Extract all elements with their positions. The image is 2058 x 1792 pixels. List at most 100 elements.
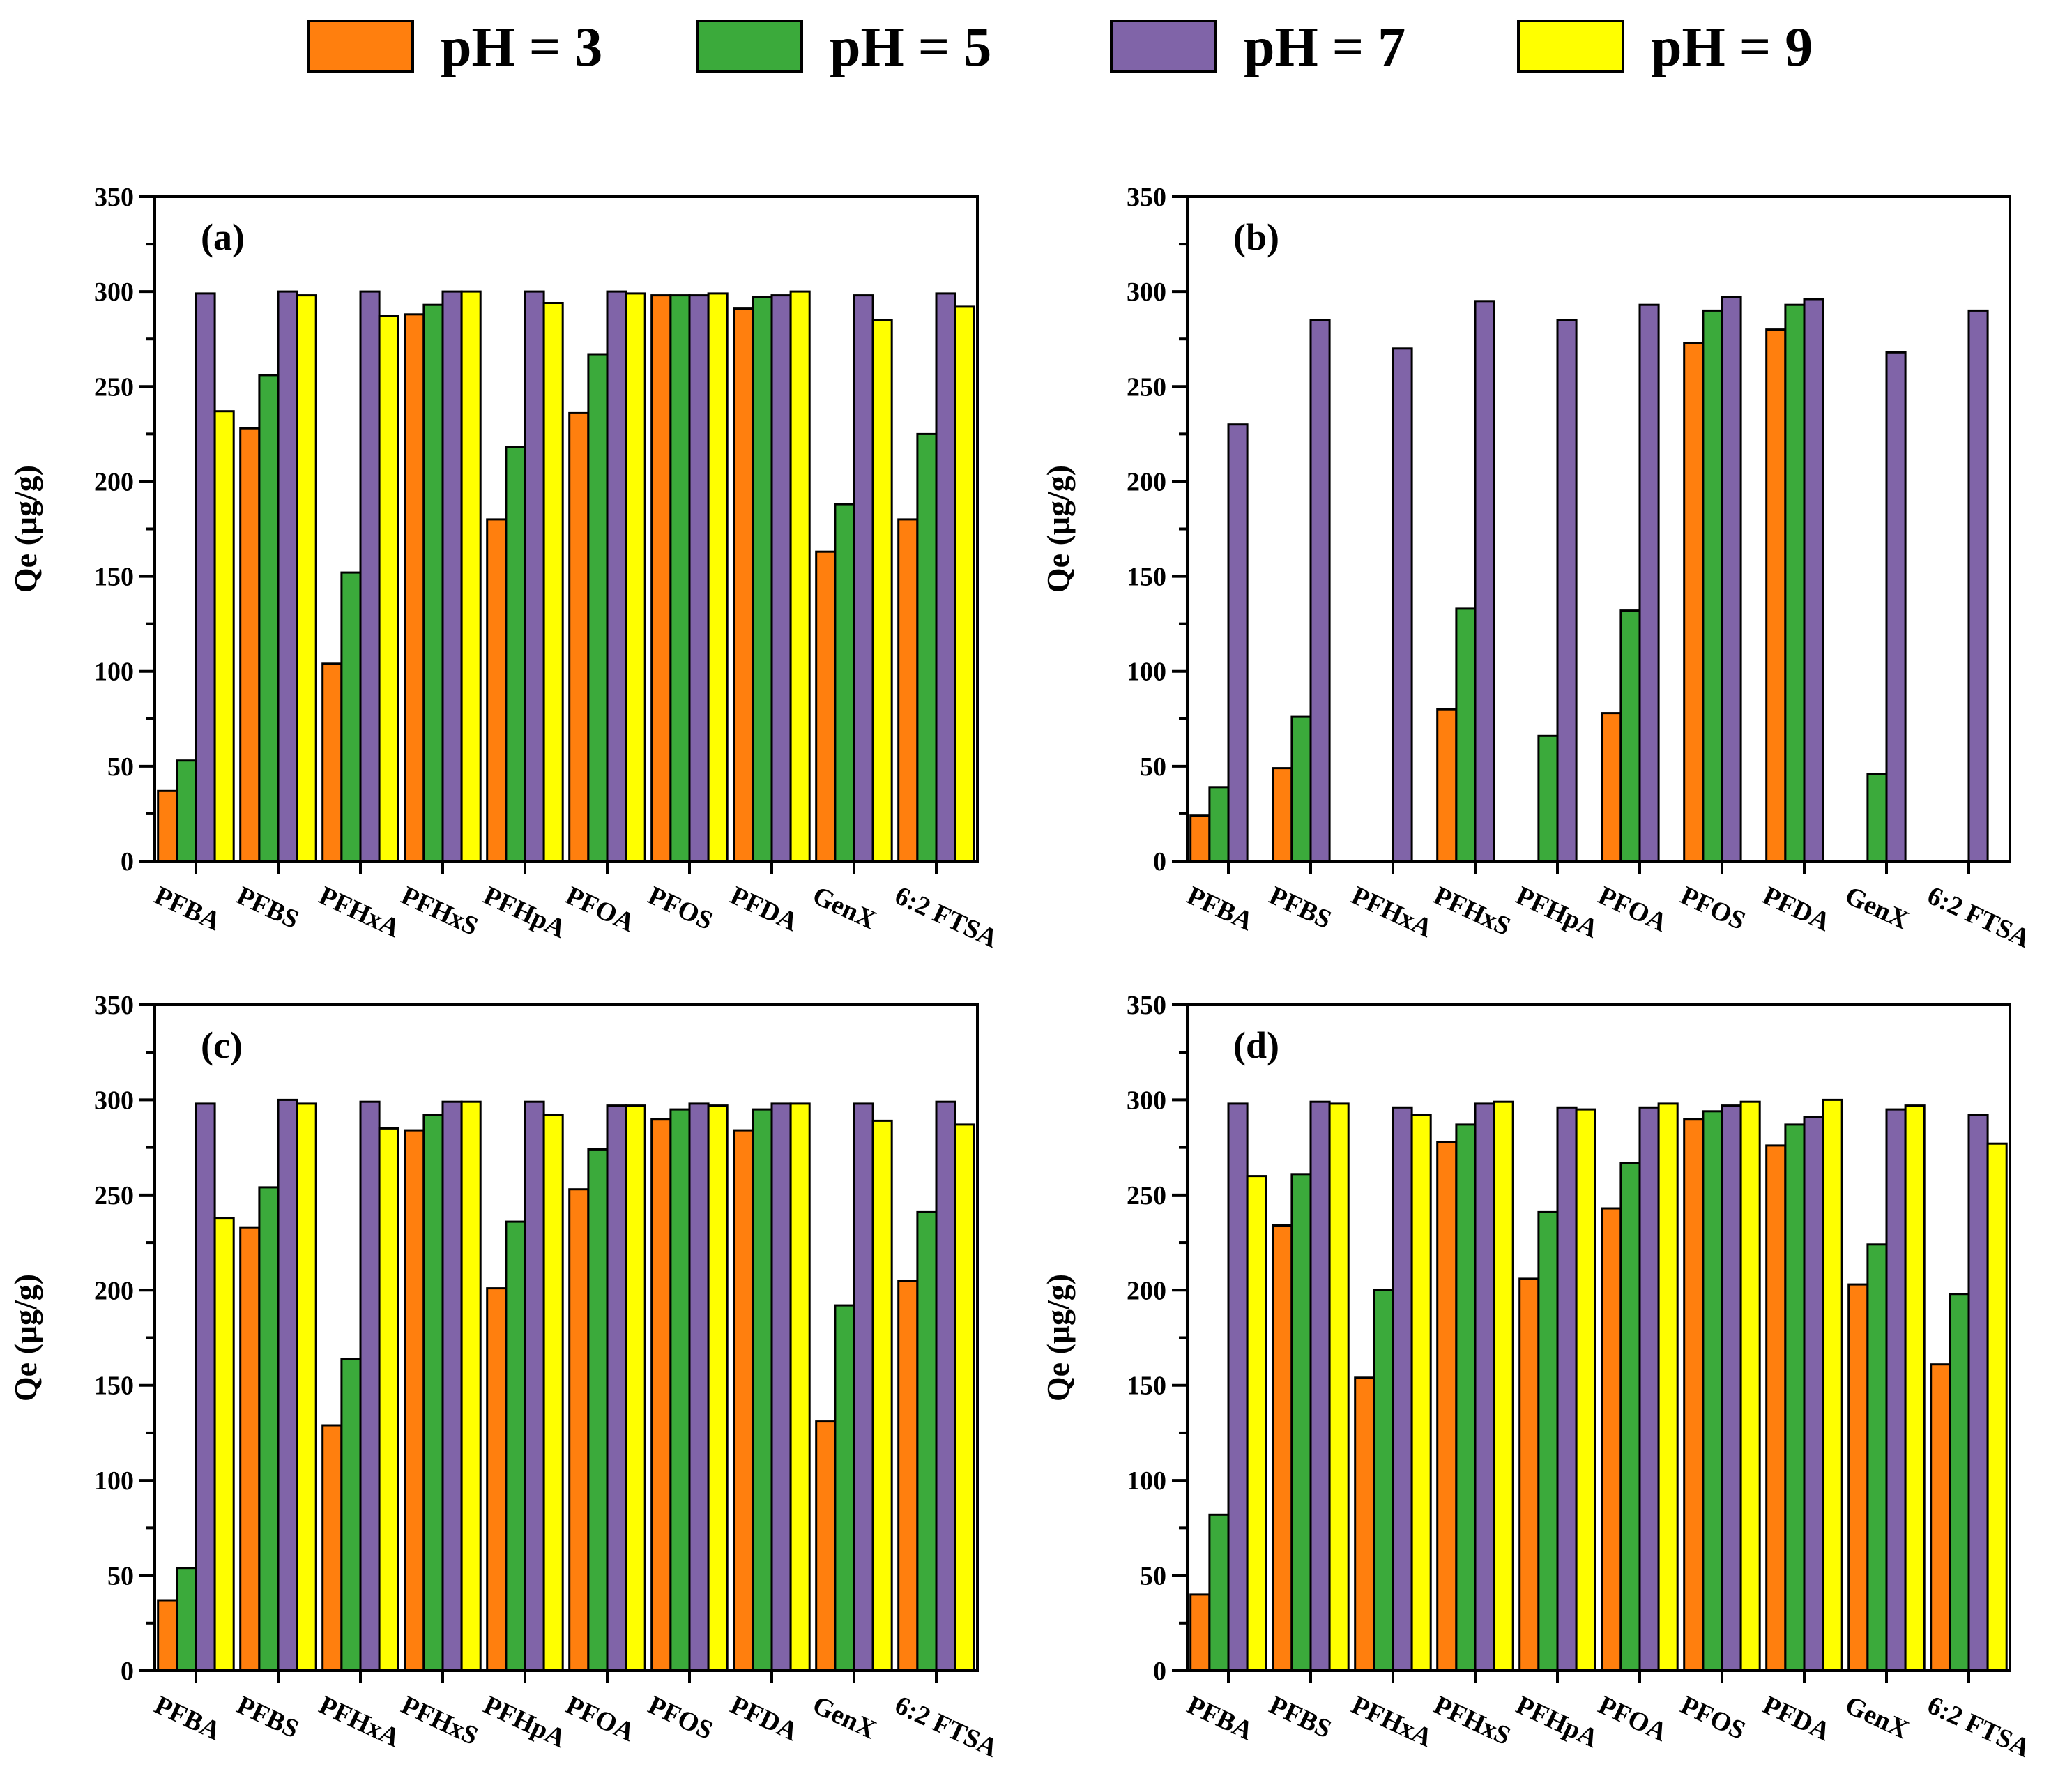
y-tick-label: 150 — [94, 563, 134, 592]
y-tick-label: 300 — [1127, 1086, 1166, 1115]
bar — [1683, 342, 1705, 863]
legend-swatch — [696, 20, 803, 73]
bar — [1537, 734, 1559, 863]
x-tick-label: GenX — [1840, 1690, 1913, 1745]
x-tick-label: 6:2 FTSA — [890, 881, 1003, 954]
bar — [1967, 1114, 1989, 1672]
y-tick-label: 50 — [107, 1562, 134, 1591]
bar — [176, 759, 197, 863]
bar — [587, 353, 609, 863]
x-tick-label: PFBS — [1265, 1690, 1336, 1744]
y-tick-label: 300 — [1127, 278, 1166, 307]
bar — [486, 1287, 508, 1672]
bar — [1601, 1207, 1622, 1672]
bar — [157, 1599, 178, 1672]
bar — [853, 1102, 874, 1672]
y-tick-label: 250 — [94, 1181, 134, 1210]
bar — [1638, 1106, 1660, 1672]
x-tick-label: PFHxA — [1347, 881, 1437, 943]
y-tick-label: 0 — [121, 1657, 134, 1686]
bar — [1436, 1141, 1458, 1672]
bar — [1822, 1098, 1843, 1672]
bar — [1518, 1277, 1540, 1672]
bar — [1784, 1123, 1806, 1672]
bar — [340, 571, 362, 863]
bar — [460, 290, 482, 863]
y-axis-label: Qe (μg/g) — [1040, 465, 1076, 593]
y-tick-label: 150 — [94, 1372, 134, 1401]
bar — [625, 292, 646, 863]
bar — [834, 1304, 855, 1672]
x-tick-label: PFOS — [643, 1690, 717, 1745]
bar — [340, 1358, 362, 1672]
bar — [1227, 1102, 1249, 1672]
bar — [853, 294, 874, 863]
bar — [815, 550, 837, 863]
x-tick-label: PFBA — [1182, 881, 1258, 936]
x-tick-label: PFOA — [561, 1690, 639, 1747]
legend-entry: pH = 7 — [1110, 17, 1405, 78]
x-tick-label: PFHxS — [397, 881, 482, 941]
bar — [542, 1114, 564, 1672]
bar — [176, 1567, 197, 1672]
x-tick-label: PFHxS — [397, 1690, 482, 1751]
bar — [213, 1217, 235, 1672]
bar — [1290, 715, 1312, 863]
bar — [954, 1123, 975, 1672]
bar — [1967, 309, 1989, 863]
bar — [1765, 328, 1787, 863]
bar — [1866, 1243, 1888, 1672]
bar — [1601, 712, 1622, 863]
bar — [568, 411, 590, 863]
x-tick-label: PFBS — [1265, 881, 1336, 934]
x-tick-label: PFHpA — [479, 881, 570, 944]
x-tick-label: PFHpA — [1511, 881, 1603, 944]
bar — [1328, 1102, 1350, 1672]
x-tick-label: PFDA — [726, 881, 802, 937]
y-axis-label: Qe (μg/g) — [8, 465, 43, 593]
bar — [441, 290, 463, 863]
panel-label: (a) — [201, 216, 245, 258]
x-tick-label: PFHxA — [314, 881, 404, 943]
legend-label: pH = 7 — [1244, 17, 1405, 78]
y-axis-label: Qe (μg/g) — [1040, 1274, 1076, 1402]
bar — [770, 294, 792, 863]
bar — [1949, 1293, 1970, 1672]
bar — [752, 296, 773, 863]
bar — [1683, 1118, 1705, 1672]
y-tick-label: 0 — [1153, 1657, 1166, 1686]
bar — [1638, 303, 1660, 863]
bar — [1619, 1162, 1641, 1672]
legend-swatch — [1110, 20, 1217, 73]
y-tick-label: 200 — [1127, 467, 1166, 496]
bar — [1739, 1100, 1761, 1672]
bar — [625, 1104, 646, 1672]
y-tick-label: 100 — [94, 658, 134, 687]
bar — [422, 1114, 444, 1672]
y-tick-label: 350 — [1127, 183, 1166, 212]
y-tick-label: 250 — [1127, 1181, 1166, 1210]
bar — [1721, 296, 1742, 863]
y-tick-label: 250 — [94, 372, 134, 402]
bar — [157, 789, 178, 863]
bar — [1290, 1173, 1312, 1672]
legend-entry: pH = 9 — [1517, 17, 1813, 78]
bar — [1410, 1114, 1432, 1672]
x-tick-label: PFOA — [561, 881, 639, 938]
bar — [1455, 1123, 1477, 1672]
bar — [296, 294, 317, 863]
bar — [1309, 319, 1331, 863]
panel-label: (c) — [201, 1024, 243, 1066]
bar — [916, 1210, 938, 1672]
x-tick-label: GenX — [808, 881, 881, 935]
bar — [1575, 1108, 1596, 1672]
bar — [1392, 347, 1413, 863]
bar — [1189, 1593, 1211, 1672]
y-tick-label: 150 — [1127, 563, 1166, 592]
bar — [954, 305, 975, 863]
bar — [1208, 786, 1230, 863]
bar — [213, 410, 235, 863]
bar — [505, 1220, 526, 1672]
